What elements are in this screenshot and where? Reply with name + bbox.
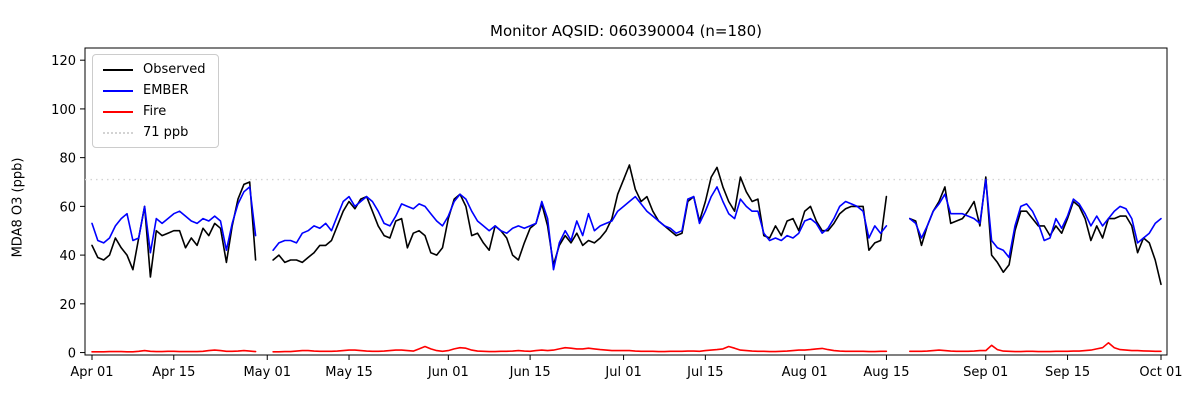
legend-label: Observed — [143, 62, 206, 77]
legend: Observed EMBER Fire 71 ppb — [92, 54, 219, 148]
x-tick-label: Jun 15 — [509, 365, 551, 380]
legend-entry-fire: Fire — [103, 104, 206, 119]
plot-border — [84, 47, 1168, 356]
ember-line — [91, 178, 1162, 271]
x-tick-label: Apr 01 — [70, 365, 113, 380]
y-tick-label: 100 — [51, 103, 76, 118]
legend-label: EMBER — [143, 83, 189, 98]
legend-line-sample — [103, 131, 133, 134]
y-tick-label: 60 — [59, 200, 76, 215]
legend-label: Fire — [143, 104, 167, 119]
x-tick-label: Sep 01 — [963, 365, 1008, 380]
x-tick-label: May 15 — [325, 365, 373, 380]
x-tick-label: Jul 01 — [604, 365, 641, 380]
x-tick-label: Jun 01 — [427, 365, 469, 380]
legend-entry-ember: EMBER — [103, 83, 206, 98]
x-tick-label: Jul 15 — [686, 365, 723, 380]
x-tick-label: Oct 01 — [1139, 365, 1182, 380]
y-tick-label: 0 — [68, 347, 76, 362]
observed-line — [91, 164, 1162, 286]
y-tick-label: 20 — [59, 298, 76, 313]
x-tick-label: May 01 — [243, 365, 291, 380]
legend-label: 71 ppb — [143, 125, 189, 140]
chart-title: Monitor AQSID: 060390004 (n=180) — [490, 22, 762, 40]
y-tick-label: 40 — [59, 249, 76, 264]
x-tick-label: Sep 15 — [1045, 365, 1090, 380]
fire-line — [91, 342, 1162, 353]
y-tick-label: 120 — [51, 54, 76, 69]
y-axis-label: MDA8 O3 (ppb) — [10, 157, 26, 258]
y-tick-label: 80 — [59, 152, 76, 167]
legend-line-sample — [103, 89, 133, 92]
x-tick-label: Apr 15 — [152, 365, 195, 380]
legend-entry-71-ppb: 71 ppb — [103, 125, 206, 140]
x-tick-label: Aug 15 — [863, 365, 909, 380]
legend-line-sample — [103, 110, 133, 113]
legend-entry-observed: Observed — [103, 62, 206, 77]
x-tick-label: Aug 01 — [782, 365, 828, 380]
legend-line-sample — [103, 68, 133, 71]
